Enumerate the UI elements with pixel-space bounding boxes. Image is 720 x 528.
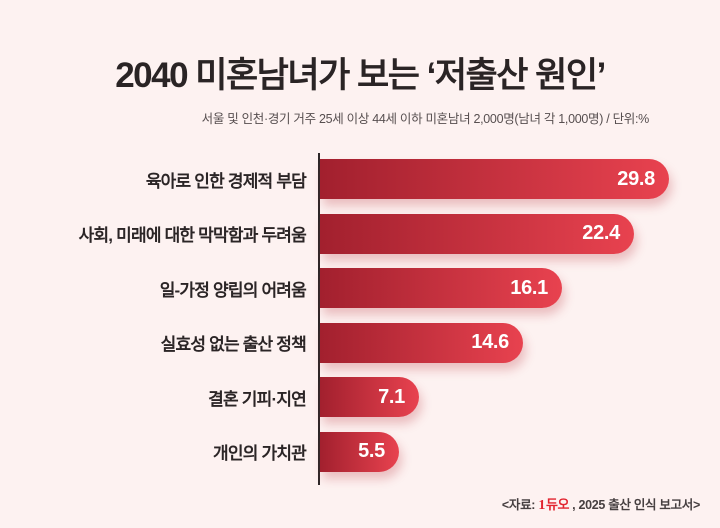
bar: 29.8 [320,159,669,199]
bar-value: 22.4 [582,222,620,244]
bar-row: 일-가정 양립의 어려움 16.1 [0,268,720,308]
bar-value: 14.6 [471,331,509,353]
duo-logo-mark-icon: 1 [538,498,546,513]
bar-chart: 육아로 인한 경제적 부담 29.8 사회, 미래에 대한 막막함과 두려움 22.4… [0,159,720,486]
source-prefix: <자료: [501,498,539,512]
bar-value: 16.1 [510,276,548,299]
y-axis-line [318,153,320,485]
duo-logo-text: 듀오 [546,497,569,512]
bar-value: 5.5 [358,440,385,462]
bar: 22.4 [320,213,634,254]
chart-subtitle: 서울 및 인천·경기 거주 25세 이상 44세 이하 미혼남녀 2,000명(… [201,112,650,126]
source-suffix: , 2025 출산 인식 보고서> [568,498,700,512]
bar: 7.1 [320,377,419,417]
bar-label: 일-가정 양립의 어려움 [159,280,307,300]
bar-row: 개인의 가치관 5.5 [0,431,720,472]
page-title: 2040 미혼남녀가 보는 ‘저출산 원인’ [115,56,606,95]
bar-label: 실효성 없는 출산 정책 [160,335,307,354]
bar-label: 육아로 인한 경제적 부담 [145,171,307,191]
bar: 16.1 [320,268,562,308]
bar-row: 육아로 인한 경제적 부담 29.8 [0,159,720,199]
source-note: <자료: 1듀오 , 2025 출산 인식 보고서> [502,494,700,514]
bar-row: 사회, 미래에 대한 막막함과 두려움 22.4 [0,213,720,254]
bar-row: 결혼 기피·지연 7.1 [0,377,720,417]
bar-value: 7.1 [378,385,405,408]
bar: 14.6 [320,322,523,363]
bar-value: 29.8 [617,167,655,190]
bar-label: 사회, 미래에 대한 막막함과 두려움 [78,226,307,245]
bar-label: 개인의 가치관 [213,444,307,463]
bar-label: 결혼 기피·지연 [208,389,307,409]
bar: 5.5 [320,431,399,472]
bar-row: 실효성 없는 출산 정책 14.6 [0,322,720,363]
